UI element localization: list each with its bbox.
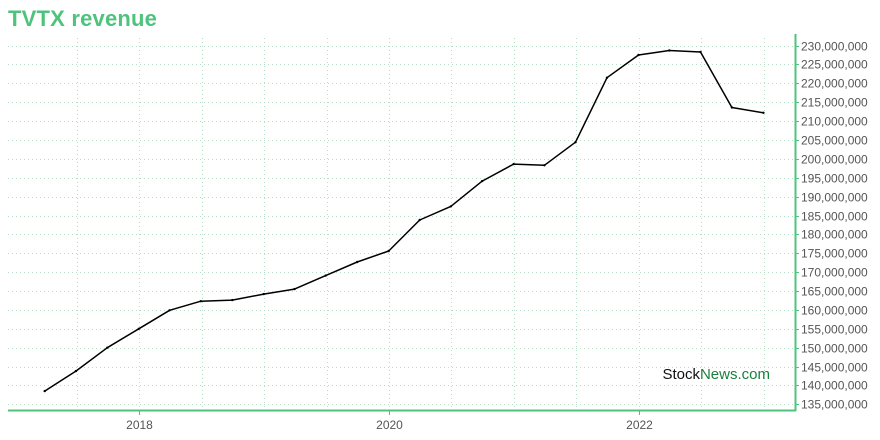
- series: [44, 49, 764, 392]
- data-points: [43, 49, 765, 393]
- data-point: [324, 274, 327, 277]
- data-point: [574, 141, 577, 144]
- data-point: [605, 76, 609, 79]
- data-point: [199, 300, 202, 303]
- watermark-logo: StockNews.com: [662, 366, 770, 383]
- data-point: [356, 260, 359, 264]
- data-point: [262, 292, 265, 296]
- data-point: [43, 389, 46, 393]
- y-tick-label: 200,000,000: [801, 153, 868, 167]
- data-point: [762, 111, 765, 115]
- data-point: [74, 369, 78, 373]
- y-tick-label: 150,000,000: [801, 342, 868, 356]
- tick-labels: 135,000,000 140,000,000 145,000,000 150,000…: [126, 40, 868, 433]
- y-tick-label: 165,000,000: [801, 285, 868, 299]
- y-tick-label: 170,000,000: [801, 266, 868, 280]
- data-point: [106, 346, 109, 349]
- data-point: [699, 50, 702, 54]
- data-point: [730, 106, 734, 109]
- y-tick-label: 160,000,000: [801, 304, 868, 318]
- y-tick-label: 205,000,000: [801, 134, 868, 148]
- series-line: [44, 49, 764, 392]
- y-tick-label: 155,000,000: [801, 323, 868, 337]
- data-point: [387, 249, 390, 253]
- y-tick-label: 215,000,000: [801, 96, 868, 110]
- data-point: [481, 179, 484, 183]
- x-tick-label: 2018: [126, 418, 153, 432]
- y-tick-label: 180,000,000: [801, 228, 868, 242]
- y-tick-label: 210,000,000: [801, 115, 868, 129]
- axes: [8, 34, 799, 415]
- y-tick-label: 185,000,000: [801, 210, 868, 224]
- y-tick-label: 225,000,000: [801, 58, 868, 72]
- data-point: [449, 205, 452, 208]
- data-point: [137, 327, 140, 330]
- data-point: [668, 49, 671, 52]
- data-point: [231, 298, 234, 302]
- y-tick-label: 135,000,000: [801, 398, 868, 412]
- data-point: [512, 162, 515, 166]
- y-tick-label: 230,000,000: [801, 40, 868, 54]
- y-tick-label: 140,000,000: [801, 379, 868, 393]
- y-tick-label: 145,000,000: [801, 361, 868, 375]
- data-point: [543, 164, 546, 167]
- watermark-domain: .com: [737, 366, 770, 383]
- data-point: [418, 218, 421, 222]
- watermark-stock: Stock: [662, 366, 700, 383]
- y-tick-label: 220,000,000: [801, 77, 868, 91]
- grid: [8, 38, 795, 410]
- data-point: [293, 287, 296, 291]
- y-tick-label: 195,000,000: [801, 172, 868, 186]
- x-tick-label: 2020: [376, 418, 403, 432]
- y-tick-label: 175,000,000: [801, 247, 868, 261]
- data-point: [637, 53, 640, 57]
- data-point: [168, 309, 171, 312]
- x-tick-label: 2022: [626, 418, 653, 432]
- y-tick-label: 190,000,000: [801, 191, 868, 205]
- chart-title: TVTX revenue: [8, 6, 158, 31]
- watermark-news: News: [700, 366, 738, 383]
